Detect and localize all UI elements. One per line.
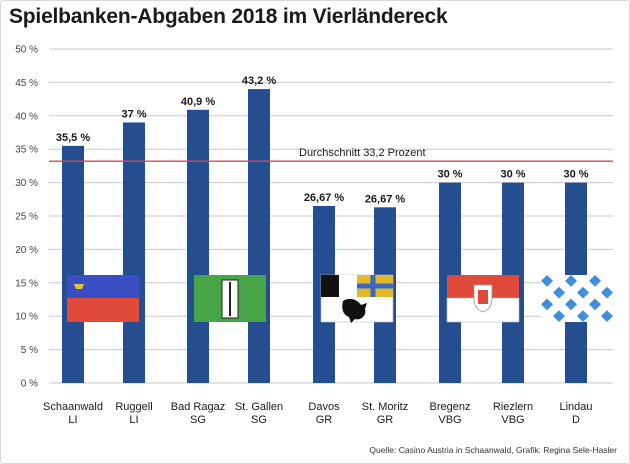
y-tick-label: 15 % (15, 278, 38, 289)
bar (248, 89, 270, 383)
x-tick-label-region: SG (251, 414, 267, 426)
source-note: Quelle: Casino Austria in Schaanwald, Gr… (369, 445, 617, 455)
x-tick-label: St. Gallen (235, 401, 283, 413)
y-tick-label: 40 % (15, 111, 38, 122)
bar (187, 109, 209, 384)
grey-league-quarter (321, 275, 339, 297)
x-tick-label: Riezlern (493, 401, 533, 413)
white-quarter (339, 275, 357, 297)
data-label: 40,9 % (181, 96, 215, 108)
average-label: Durchschnitt 33,2 Prozent (299, 147, 426, 159)
bar (62, 145, 84, 383)
lozenge-icon (577, 286, 589, 299)
lozenge-icon (589, 275, 601, 287)
x-tick-label-region: GR (377, 414, 394, 426)
x-tick-label-region: SG (190, 414, 206, 426)
x-tick-label: Davos (308, 401, 340, 413)
bavaria-flag (541, 275, 613, 322)
y-tick-label: 5 % (21, 345, 38, 356)
lozenge-icon (601, 286, 613, 299)
lozenge-icon (601, 310, 613, 322)
flag-stripe-blue (67, 275, 139, 298)
y-tick-label: 50 % (15, 45, 38, 56)
data-label: 30 % (500, 169, 525, 181)
data-label: 26,67 % (304, 192, 345, 204)
vorarlberg-flag (446, 275, 520, 323)
lozenge-icon (589, 298, 601, 311)
flag-stripe-red (67, 298, 139, 322)
y-tick-label: 35 % (15, 145, 38, 156)
lozenge-icon (565, 298, 577, 311)
data-label: 35,5 % (56, 132, 90, 144)
chart-title: Spielbanken-Abgaben 2018 im Vierländerec… (9, 5, 448, 28)
x-tick-label-region: LI (68, 414, 77, 426)
lozenge-icon (553, 310, 565, 322)
x-tick-label: Schaanwald (43, 401, 103, 413)
lozenge-icon (541, 275, 553, 287)
x-tick-label: Ruggell (115, 401, 152, 413)
y-tick-label: 45 % (15, 78, 38, 89)
x-tick-label-region: VBG (501, 414, 524, 426)
y-tick-label: 30 % (15, 178, 38, 189)
x-tick-label-region: GR (316, 414, 333, 426)
liechtenstein-flag (67, 275, 139, 322)
x-tick-label-region: VBG (438, 414, 461, 426)
lozenge-icon (565, 275, 577, 287)
blue-cross-icon (357, 275, 393, 297)
lozenge-icon (553, 286, 565, 299)
x-tick-label-region: LI (129, 414, 138, 426)
data-label: 30 % (563, 169, 588, 181)
crown-icon (74, 284, 84, 289)
graubuenden-flag (320, 274, 394, 323)
x-tick-label-region: D (572, 414, 580, 426)
x-tick-label: Bad Ragaz (171, 401, 225, 413)
flag-field-white (541, 275, 613, 322)
y-tick-label: 0 % (21, 379, 38, 390)
lozenge-icon (577, 310, 589, 322)
ibex-icon (342, 298, 367, 323)
data-label: 37 % (121, 108, 146, 120)
x-tick-label: St. Moritz (362, 401, 408, 413)
x-tick-label: Bregenz (430, 401, 471, 413)
bar-chart: 0 % 5 % 10 % 15 % 20 % 25 % 30 % 35 % 40 % 45 % 50… (15, 45, 613, 426)
st-gallen-flag (194, 275, 266, 322)
y-tick-label: 20 % (15, 245, 38, 256)
data-label: 26,67 % (365, 193, 406, 205)
data-label: 30 % (437, 169, 462, 181)
y-tick-label: 10 % (15, 312, 38, 323)
banner-icon (478, 290, 488, 304)
y-tick-label: 25 % (15, 212, 38, 223)
x-tick-label: Lindau (559, 401, 592, 413)
lozenge-icon (541, 298, 553, 311)
data-label: 43,2 % (242, 75, 276, 87)
